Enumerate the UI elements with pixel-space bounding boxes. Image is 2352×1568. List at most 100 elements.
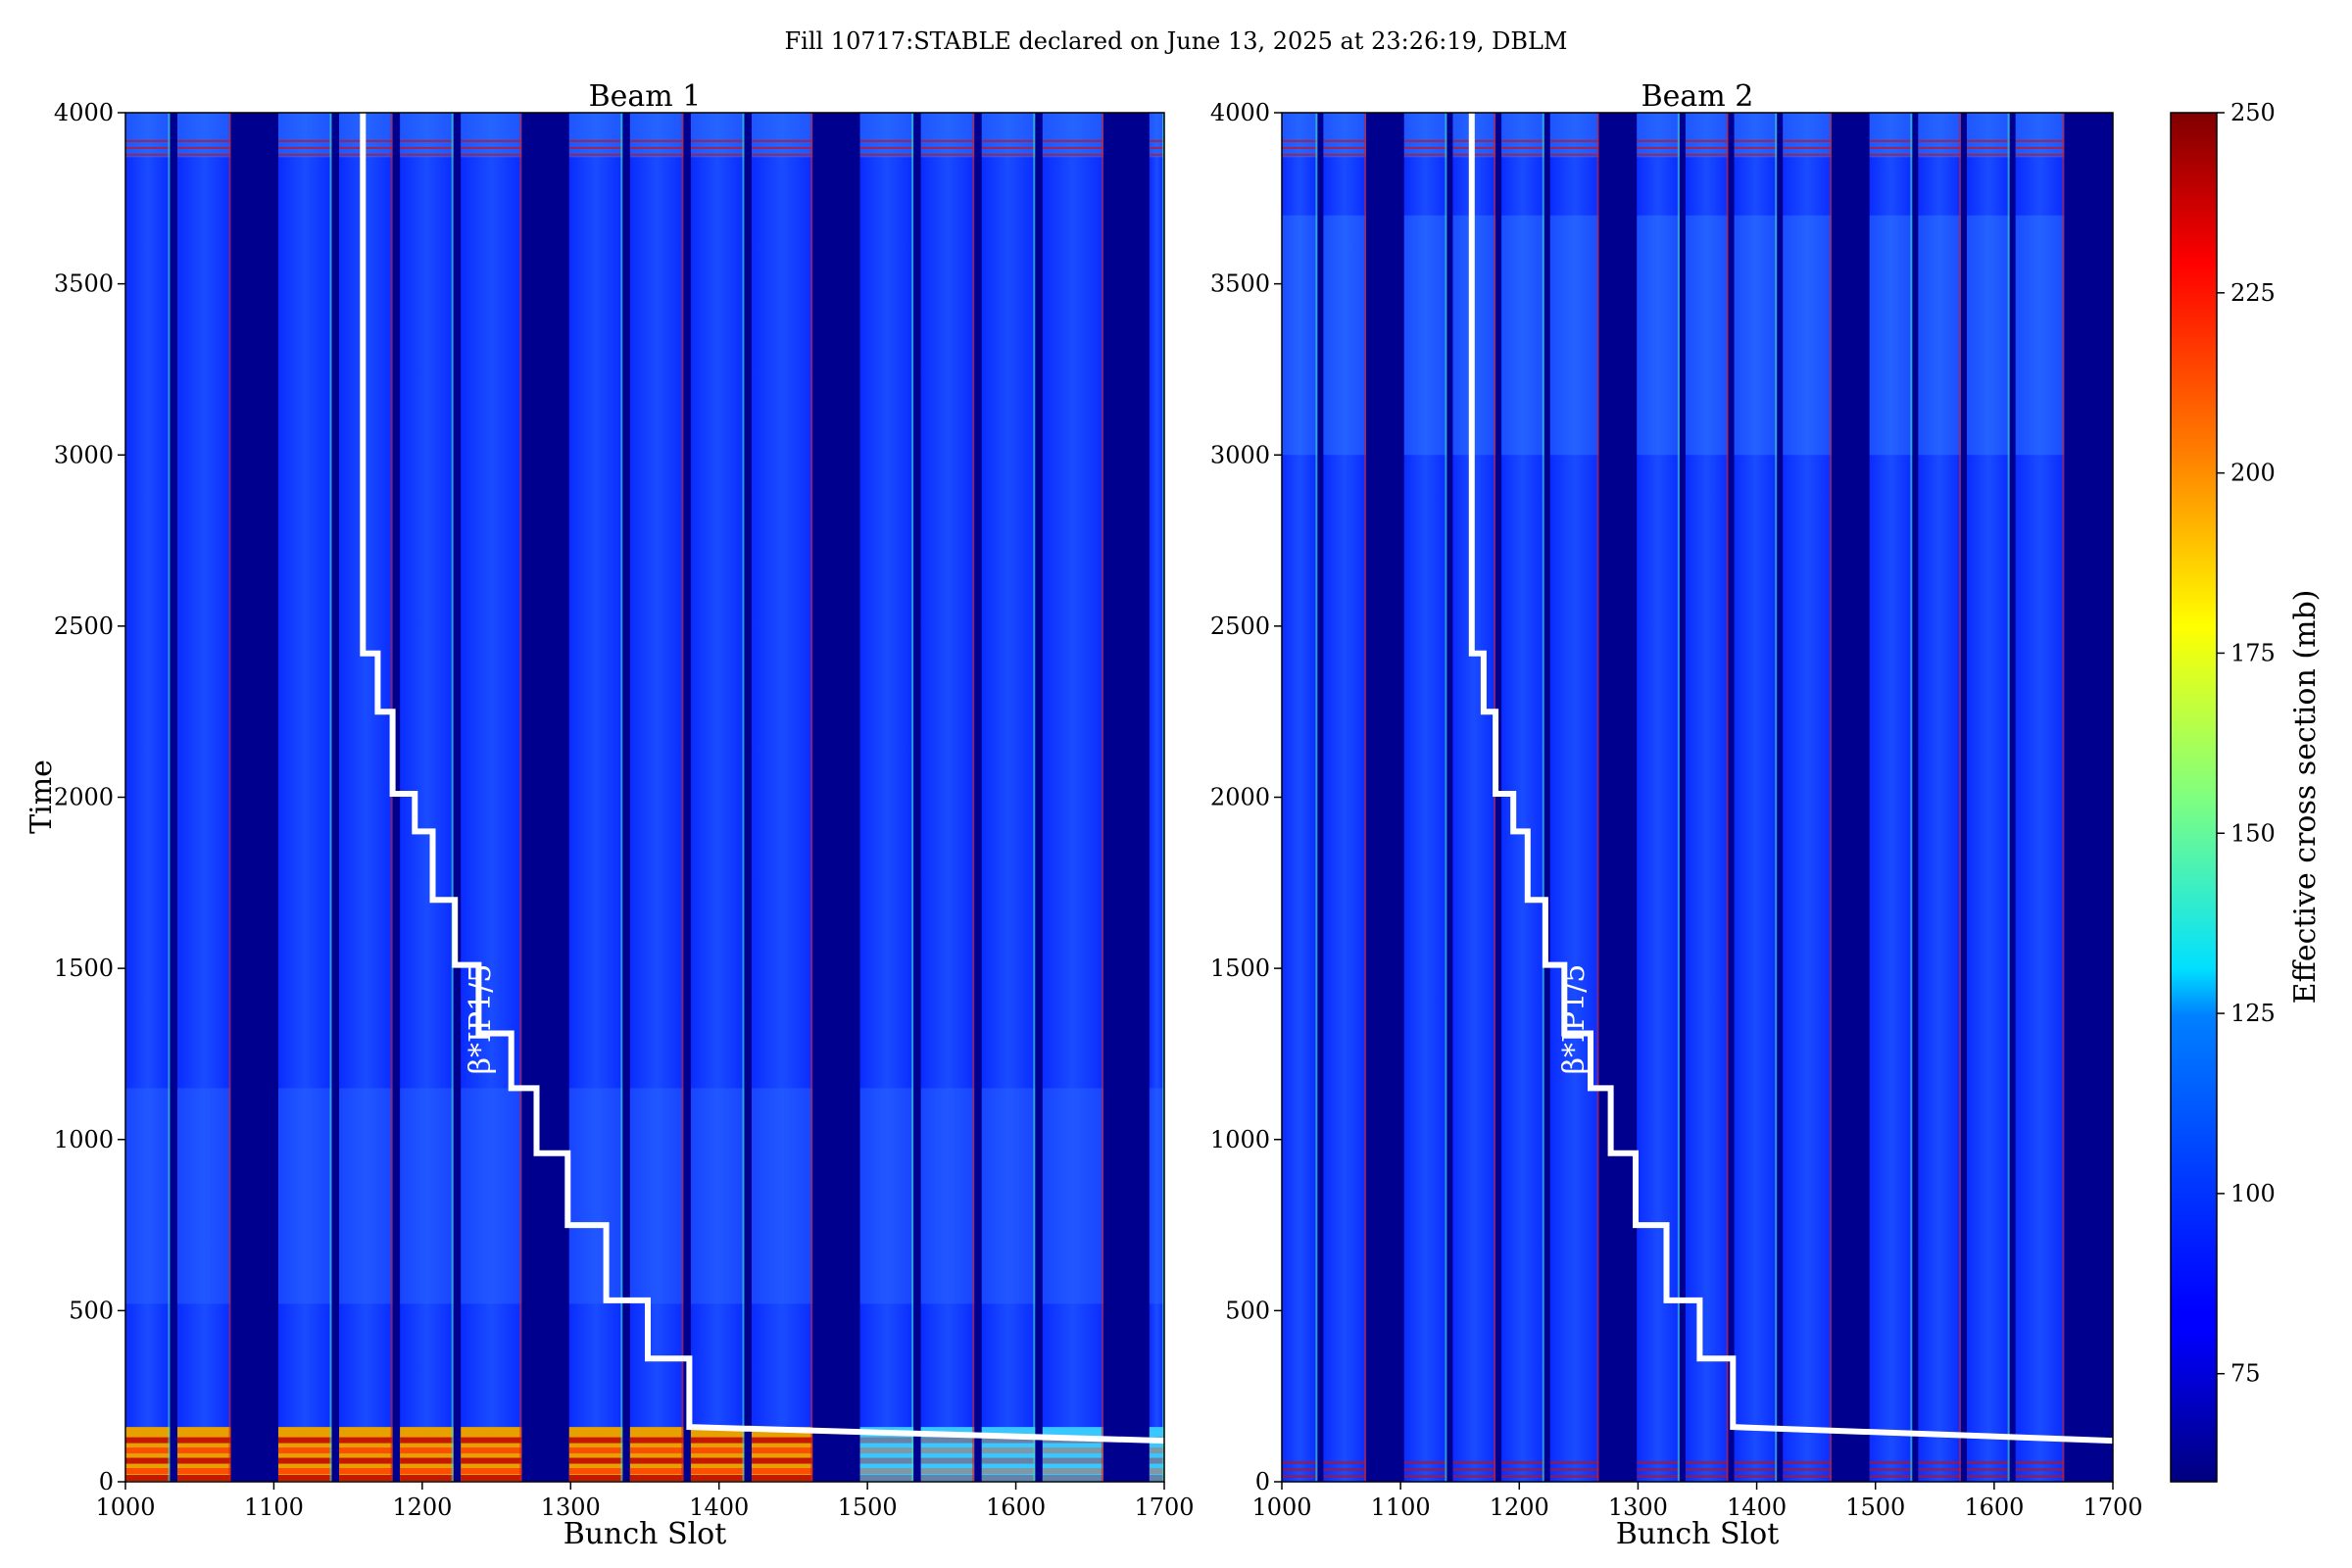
train-top-band [1149,113,1164,158]
train-hot-streak [920,1447,975,1454]
train-red-streak [1323,1461,1367,1465]
train-red-streak [1734,139,1778,142]
train-red-streak [1637,153,1680,156]
train-red-streak [1403,139,1447,142]
train-edge [1677,113,1680,1482]
train-edge [911,113,914,1482]
x-tick-label: 1500 [1845,1494,1905,1521]
beam1-beta-curve [360,113,1165,1445]
train-edge [1829,113,1832,1482]
train-top-band [461,113,522,158]
train-red-streak [2015,146,2065,149]
train-red-streak [1042,146,1103,149]
y-tick-label: 3500 [54,270,114,298]
train-red-streak [339,153,393,156]
train-hot-streak [339,1457,393,1464]
train-hot-streak [400,1475,454,1482]
train-mid-band [1869,215,1913,456]
bunch-train [339,113,393,1482]
train-red-streak [859,139,914,142]
train-red-streak [1637,1468,1680,1472]
train-edge [1542,113,1544,1482]
train-hot-streak [752,1457,813,1464]
train-hot-streak [981,1447,1036,1454]
train-hot-streak [568,1475,623,1482]
train-hot-streak [981,1468,1036,1475]
bunch-train [400,113,454,1482]
x-tick-label: 1500 [838,1494,898,1521]
train-red-streak [981,146,1036,149]
train-hot-streak [568,1468,623,1475]
train-hot-streak [177,1447,231,1454]
x-tick-label: 1000 [95,1494,155,1521]
train-red-streak [1783,1468,1832,1472]
train-hot-streak [339,1437,393,1444]
x-tick-label: 1300 [1608,1494,1668,1521]
train-red-streak [461,146,522,149]
colorbar-tick-label: 150 [2230,819,2276,847]
beam1-beta-label: β*IP1/5 [464,964,498,1075]
train-hot-streak [690,1468,745,1475]
train-top-band [1042,113,1103,158]
train-red-streak [1549,1475,1599,1479]
train-red-streak [1501,153,1544,156]
train-red-streak [1966,153,2010,156]
train-hot-streak [277,1457,332,1464]
train-hot-streak [981,1457,1036,1464]
train-edge [2062,113,2065,1482]
train-hot-streak [859,1475,914,1482]
x-tick-label: 1600 [1964,1494,2024,1521]
train-red-streak [1783,153,1832,156]
train-edge [451,113,454,1482]
bunch-train [1685,113,1729,1482]
train-red-streak [1966,146,2010,149]
train-hot-streak [461,1447,522,1454]
train-top-band [752,113,813,158]
beam1-title: Beam 1 [589,79,702,114]
train-red-streak [1685,153,1729,156]
beam1-panel: Beam 1 1000 1100 1200 1300 1400 1500 1600 1700 … [24,79,1195,1551]
train-red-streak [1637,1475,1680,1479]
train-red-streak [1869,1468,1913,1472]
colorbar-tick-label: 100 [2230,1180,2276,1207]
train-red-streak [400,153,454,156]
train-hot-streak [400,1468,454,1475]
train-hot-streak [177,1457,231,1464]
train-red-streak [177,146,231,149]
train-mid-band [2015,215,2065,456]
train-red-streak [2015,153,2065,156]
train-red-streak [1918,1461,1961,1465]
bunch-train [981,113,1036,1482]
train-edge [1315,113,1318,1482]
train-hot-streak [568,1457,623,1464]
y-tick-label: 500 [1225,1297,1270,1324]
train-top-band [981,113,1036,158]
x-tick-label: 1100 [244,1494,304,1521]
train-hot-streak [981,1475,1036,1482]
train-hot-streak [1149,1475,1164,1482]
train-mid-band [1918,215,1961,456]
train-mid-band [859,1088,914,1304]
colorbar-tick-label: 175 [2230,639,2276,666]
train-hot-streak [690,1457,745,1464]
beam2-panel: Beam 2 1000 1100 1200 1300 1400 1500 1600 1700 … [1210,79,2143,1551]
bunch-train [629,113,684,1482]
train-hot-streak [629,1457,684,1464]
train-red-streak [1149,139,1164,142]
train-mid-band [1783,215,1832,456]
train-hot-streak [920,1475,975,1482]
train-hot-streak [859,1437,914,1444]
y-tick-label: 2500 [54,612,114,640]
train-top-band [1549,113,1599,158]
train-hot-streak [568,1447,623,1454]
y-tick-label: 2000 [54,784,114,811]
train-hot-streak [690,1475,745,1482]
train-red-streak [1918,1468,1961,1472]
train-red-streak [1403,1468,1447,1472]
colorbar-gradient [2170,112,2218,1483]
train-red-streak [1549,1468,1599,1472]
train-hot-streak [629,1475,684,1482]
train-red-streak [1783,139,1832,142]
train-hot-streak [400,1437,454,1444]
beam1-ylabel: Time [24,760,59,834]
